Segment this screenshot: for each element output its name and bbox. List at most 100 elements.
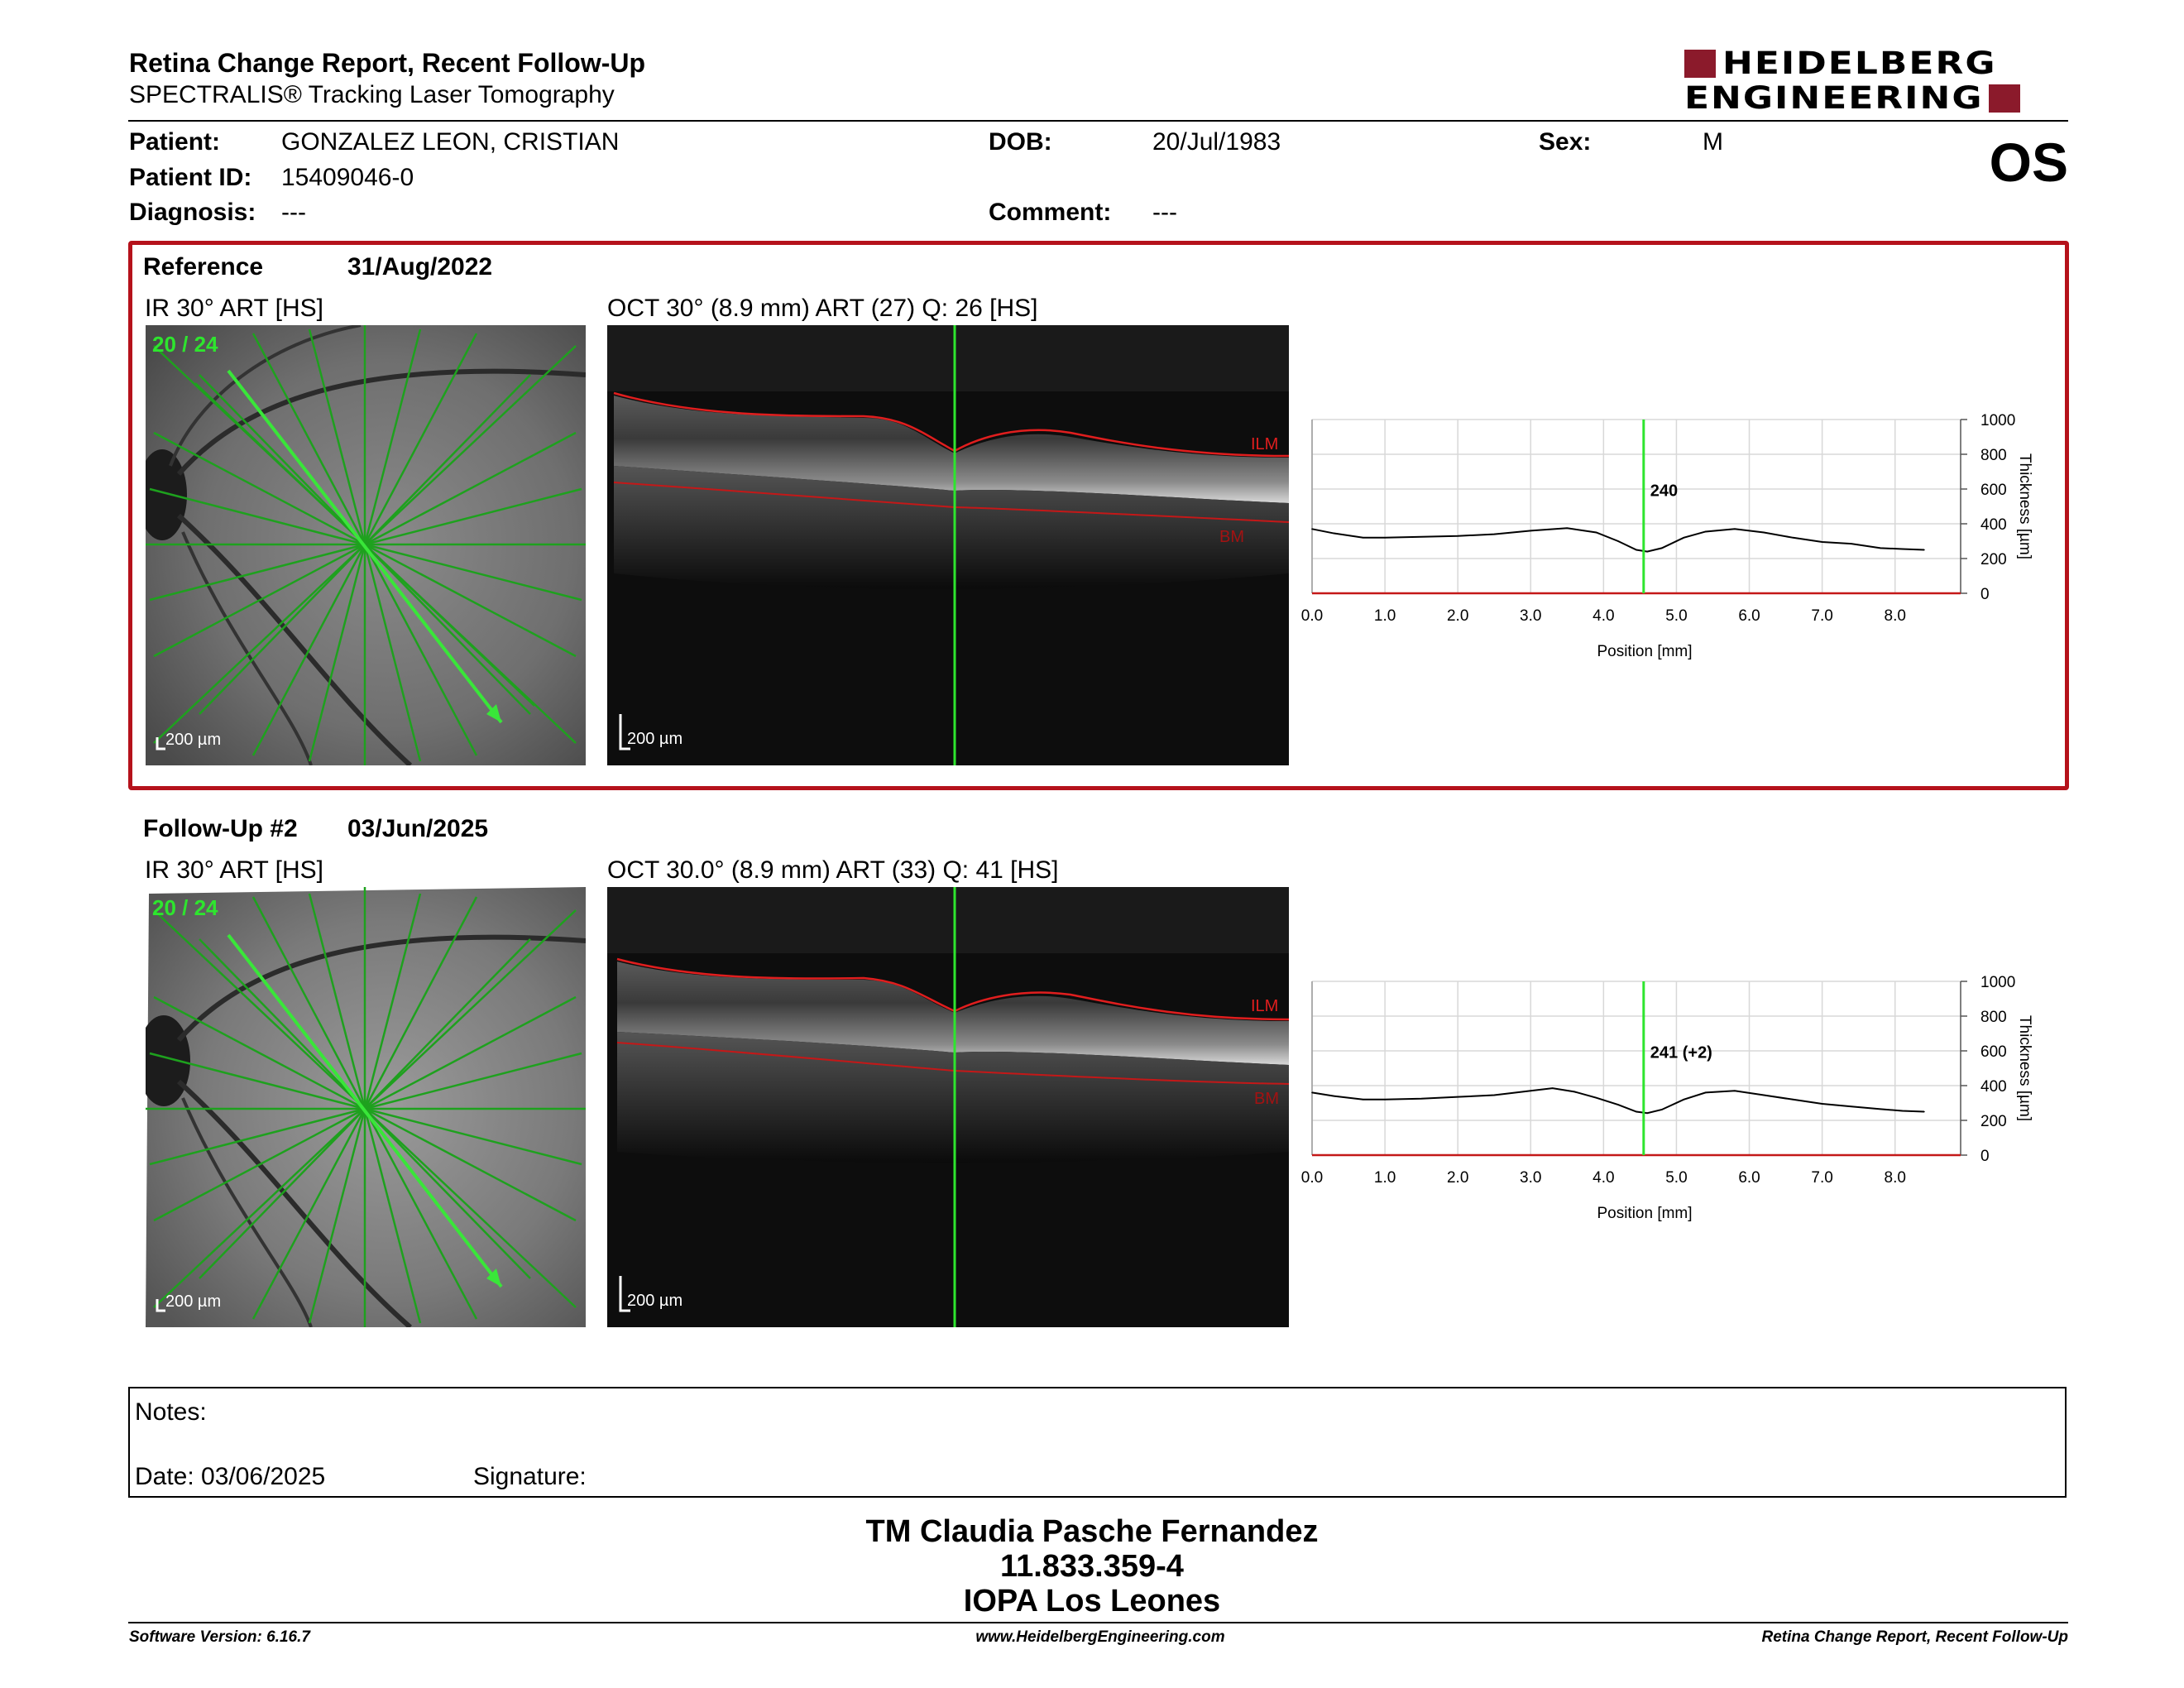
thickness-point: [1683, 1099, 1685, 1101]
thickness-point: [1566, 527, 1569, 530]
dob-label: DOB:: [989, 128, 1052, 156]
notes-label: Notes:: [135, 1398, 207, 1426]
logo-line2: ENGINEERING: [1684, 79, 1984, 117]
x-tick-label: 6.0: [1738, 1169, 1760, 1187]
thickness-cursor-label: 240: [1650, 482, 1678, 500]
thickness-point: [1851, 1105, 1852, 1107]
followup-ir-scale: 200 µm: [165, 1292, 221, 1311]
thickness-series-line: [1311, 1087, 1924, 1115]
sex-label: Sex:: [1539, 128, 1592, 156]
thickness-point: [1493, 1094, 1496, 1096]
bm-label: BM: [1219, 528, 1244, 546]
x-tick-label: 2.0: [1447, 1169, 1468, 1187]
selected-scan-line: [227, 933, 503, 1288]
x-tick-label: 1.0: [1374, 607, 1396, 625]
dob-value: 20/Jul/1983: [1152, 128, 1281, 156]
x-tick-label: 4.0: [1592, 607, 1614, 625]
thickness-point: [1661, 1109, 1663, 1110]
x-tick-label: 6.0: [1738, 607, 1760, 625]
followup-oct-scale: 200 µm: [627, 1292, 682, 1310]
thickness-point: [1821, 541, 1823, 543]
sex-value: M: [1703, 128, 1723, 156]
x-tick-label: 3.0: [1520, 607, 1541, 625]
thickness-chart-svg: 0 200 400 600 800 1000 0.0 1.0 2.0 3.0 4.0 5.0 6.0 7.…: [1301, 974, 2033, 1222]
patient-id-label: Patient ID:: [129, 164, 252, 191]
reference-oct-scale: 200 µm: [627, 730, 682, 748]
x-tick-label: 1.0: [1374, 1169, 1396, 1187]
followup-ir-label: IR 30° ART [HS]: [145, 856, 323, 884]
thickness-point: [1530, 1090, 1532, 1092]
y-axis-label: Thickness [µm]: [2016, 453, 2033, 559]
x-tick-label: 5.0: [1665, 1169, 1687, 1187]
ilm-label: ILM: [1251, 997, 1278, 1015]
thickness-point: [1595, 531, 1597, 534]
thickness-point: [1457, 1096, 1458, 1098]
eye-indicator: OS: [1989, 132, 2068, 193]
reference-thickness-chart: 0 200 400 600 800 1000 0.0 1.0 2.0 3.0 4.0 5.0 6.0 7.…: [1299, 410, 2085, 683]
patient-id: 15409046-0: [281, 164, 414, 191]
radial-scan-lines: [146, 887, 586, 1327]
x-tick-label: 7.0: [1811, 607, 1832, 625]
thickness-point: [1901, 548, 1904, 550]
patient-label: Patient:: [129, 128, 221, 156]
y-tick-label: 200: [1980, 1113, 2007, 1130]
x-tick-label: 8.0: [1885, 607, 1906, 625]
thickness-point: [1311, 528, 1313, 530]
scale-bar-icon: [156, 1299, 165, 1312]
thickness-point: [1333, 532, 1335, 535]
thickness-point: [1683, 537, 1685, 539]
y-tick-label: 600: [1980, 482, 2007, 499]
thickness-point: [1646, 1112, 1649, 1114]
reference-date: 31/Aug/2022: [347, 253, 493, 281]
y-tick-label: 0: [1980, 586, 1990, 603]
thickness-point: [1851, 543, 1852, 544]
selected-scan-line: [227, 369, 503, 724]
y-tick-label: 1000: [1980, 974, 2015, 991]
software-version: Software Version: 6.16.7: [129, 1628, 310, 1646]
y-tick-label: 200: [1980, 551, 2007, 568]
thickness-point: [1457, 535, 1458, 537]
reference-ir-image: 20 / 24 200 µm: [146, 325, 586, 765]
reference-ir-scale: 200 µm: [165, 731, 221, 749]
x-tick-label: 4.0: [1592, 1169, 1614, 1187]
report-subtitle: SPECTRALIS® Tracking Laser Tomography: [129, 81, 615, 108]
thickness-point: [1617, 540, 1619, 542]
thickness-point: [1792, 1099, 1794, 1101]
ilm-label: ILM: [1251, 435, 1278, 453]
scale-bar-icon: [619, 714, 630, 750]
thickness-point: [1763, 1094, 1765, 1096]
y-axis-label: Thickness [µm]: [2016, 1015, 2033, 1121]
bm-label: BM: [1254, 1090, 1279, 1108]
logo-square-icon: [1684, 50, 1716, 78]
comment-label: Comment:: [989, 199, 1112, 226]
report-name-footer: Retina Change Report, Recent Follow-Up: [1761, 1628, 2068, 1646]
x-tick-label: 8.0: [1885, 1169, 1906, 1187]
y-tick-label: 800: [1980, 1009, 2007, 1026]
reference-ir-label: IR 30° ART [HS]: [145, 295, 323, 322]
scale-bar-icon: [619, 1276, 630, 1312]
thickness-point: [1923, 1110, 1925, 1113]
x-tick-label: 0.0: [1301, 607, 1323, 625]
thickness-point: [1384, 1099, 1386, 1101]
thickness-point: [1551, 1087, 1554, 1089]
y-tick-label: 800: [1980, 447, 2007, 464]
thickness-point: [1923, 549, 1925, 551]
thickness-point: [1311, 1091, 1313, 1094]
thickness-point: [1704, 530, 1707, 533]
x-axis-label: Position [mm]: [1597, 1205, 1692, 1222]
x-tick-label: 5.0: [1665, 607, 1687, 625]
reference-oct-image: ILM BM 200 µm: [607, 325, 1289, 765]
website-link[interactable]: www.HeidelbergEngineering.com: [975, 1628, 1225, 1646]
thickness-point: [1880, 1108, 1881, 1110]
thickness-point: [1646, 550, 1649, 553]
thickness-point: [1362, 1099, 1364, 1101]
x-tick-label: 0.0: [1301, 1169, 1323, 1187]
followup-scan-counter: 20 / 24: [152, 895, 218, 920]
thickness-point: [1362, 537, 1364, 539]
thickness-series-line: [1311, 527, 1924, 553]
followup-date: 03/Jun/2025: [347, 815, 489, 842]
followup-oct-label: OCT 30.0° (8.9 mm) ART (33) Q: 41 [HS]: [607, 856, 1059, 884]
notes-box[interactable]: Notes: Date: 03/06/2025 Signature:: [128, 1387, 2067, 1498]
radial-scan-lines: [146, 325, 586, 765]
thickness-point: [1617, 1104, 1619, 1105]
